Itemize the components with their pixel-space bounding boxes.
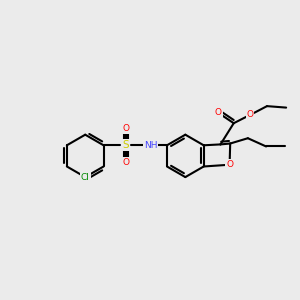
Text: NH: NH	[144, 141, 158, 150]
Text: O: O	[122, 158, 129, 167]
Text: Cl: Cl	[81, 172, 90, 182]
Text: S: S	[122, 140, 129, 150]
Text: O: O	[226, 160, 233, 169]
Text: O: O	[122, 124, 129, 133]
Text: O: O	[215, 108, 222, 117]
Text: O: O	[246, 110, 254, 119]
